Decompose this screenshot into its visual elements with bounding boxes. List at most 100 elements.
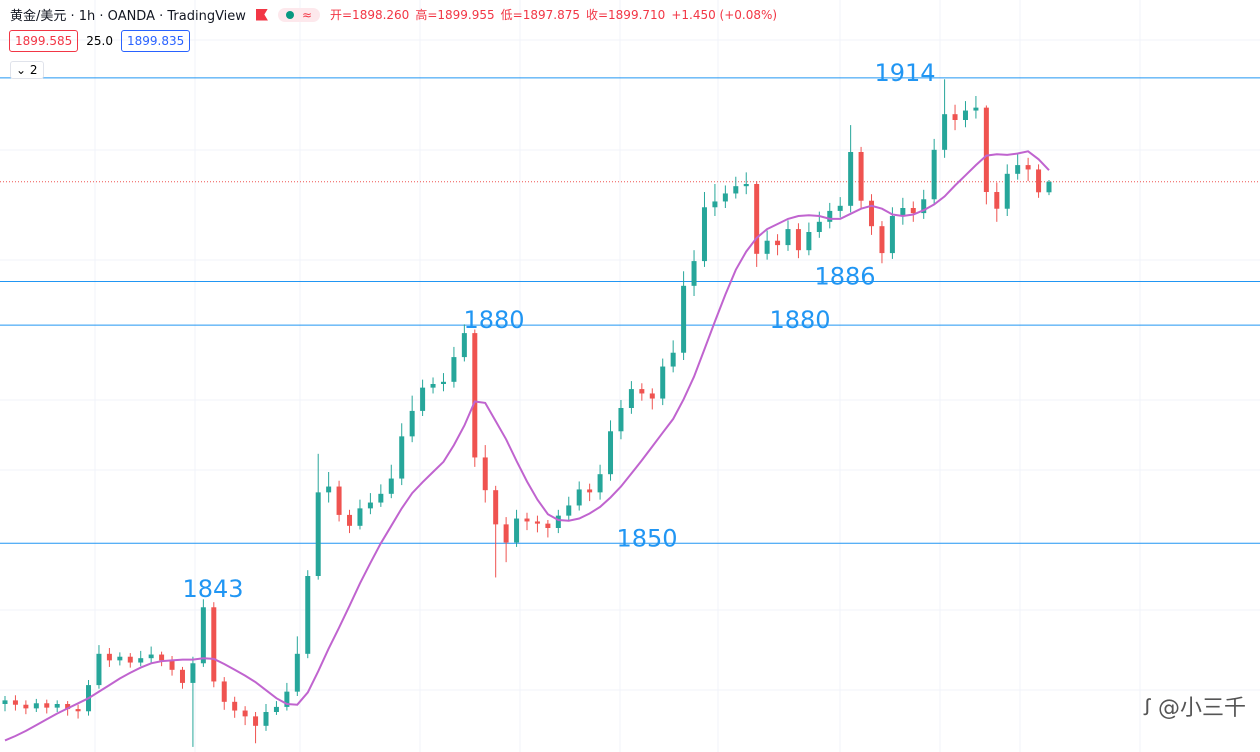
ohlc-value: 收=1899.710 [585,8,666,22]
candle-body [242,710,248,717]
candle-body [65,704,71,710]
candle-body [514,518,520,543]
candle-body [420,387,426,411]
candle-body [722,193,728,202]
ohlc-value: +1.450 (+0.08%) [671,8,778,22]
candle-body [399,436,405,479]
candle-body [889,216,895,254]
candle-body [493,490,499,525]
watermark-text: @小三千 [1157,696,1246,721]
candle-body [232,701,238,711]
price-label: 1886 [814,262,875,290]
candle-body [858,152,864,201]
candle-body [837,205,843,211]
candle-body [273,706,279,712]
price-label: 1880 [769,306,830,334]
candle-body [795,229,801,251]
candle-body [440,381,446,384]
price-label: 1914 [874,59,935,87]
candle-body [294,653,300,692]
candle-body [566,505,572,516]
candle-body [315,492,321,576]
candle-body [326,486,332,493]
candle-body [628,389,634,408]
sell-price[interactable]: 1899.585 [9,30,79,52]
candle-body [639,389,645,394]
symbol-title[interactable]: 黄金/美元 · 1h · OANDA · TradingView [10,9,246,24]
candle-body [33,703,39,709]
candle-body [378,493,384,503]
candle-body [1036,169,1042,193]
candle-body [482,457,488,491]
ohlc-legend: 开=1898.260 高=1899.955 低=1897.875 收=1899.710… [330,6,783,23]
candle-body [764,240,770,254]
candle-body [461,333,467,358]
spread: 25.0 [86,34,113,48]
candle-body [127,656,133,663]
candle-body [701,207,707,262]
candle-body [2,700,8,704]
moving-average [4,150,1050,742]
candle-body [555,515,561,528]
candle-body [681,285,687,353]
indicator-toggle[interactable]: ⌄ 2 [10,61,44,79]
candle-body [921,199,927,214]
candle-body [848,152,854,206]
candle-body [106,653,112,661]
candle-body [785,229,791,246]
candle-body [942,114,948,150]
header: 黄金/美元 · 1h · OANDA · TradingView ≈ 开=189… [10,5,783,24]
candle-body [775,240,781,246]
candle-body [806,232,812,251]
candle-body [1004,173,1010,209]
candle-body [54,704,60,708]
candle-body [179,669,185,683]
candle-body [712,201,718,208]
candle-body [503,524,509,543]
candle-body [148,654,154,659]
candle-body [263,712,269,726]
candle-body [211,607,217,682]
candle-body [597,474,603,493]
candle-body [44,703,50,708]
flag-icon[interactable] [255,8,268,21]
candle-body [388,478,394,494]
candle-body [608,431,614,475]
candle-body [994,192,1000,209]
candle-body [138,658,144,663]
candle-body [1015,165,1021,174]
ohlc-value: 高=1899.955 [415,8,495,22]
candle-body [879,226,885,254]
candle-body [931,149,937,200]
candle-body [284,691,290,707]
candle-body [200,607,206,664]
candle-body [430,384,436,388]
status-pill[interactable]: ≈ [277,7,320,22]
candle-body [23,704,29,709]
price-label: 1850 [616,524,677,552]
watermark: ꭍ @小三千 [1143,696,1246,721]
candle-body [117,656,123,661]
candle-body [336,486,342,515]
candle-body [587,489,593,493]
candle-body [1025,165,1031,170]
candle-body [660,366,666,399]
candle-body [367,502,373,509]
price-label: 1880 [463,306,524,334]
candle-body [754,184,760,254]
buy-price[interactable]: 1899.835 [120,30,191,52]
candle-body [409,410,415,437]
candle-body [347,514,353,526]
candle-body [1046,181,1052,193]
candle-body [190,663,196,683]
quote-bar: 1899.585 25.0 1899.835 [9,30,191,52]
candle-body [169,660,175,670]
candle-body [743,184,749,187]
candle-body [910,208,916,214]
candle-body [576,489,582,506]
ohlc-value: 开=1898.260 [330,8,410,22]
candle-body [691,261,697,286]
candle-body [472,333,478,458]
